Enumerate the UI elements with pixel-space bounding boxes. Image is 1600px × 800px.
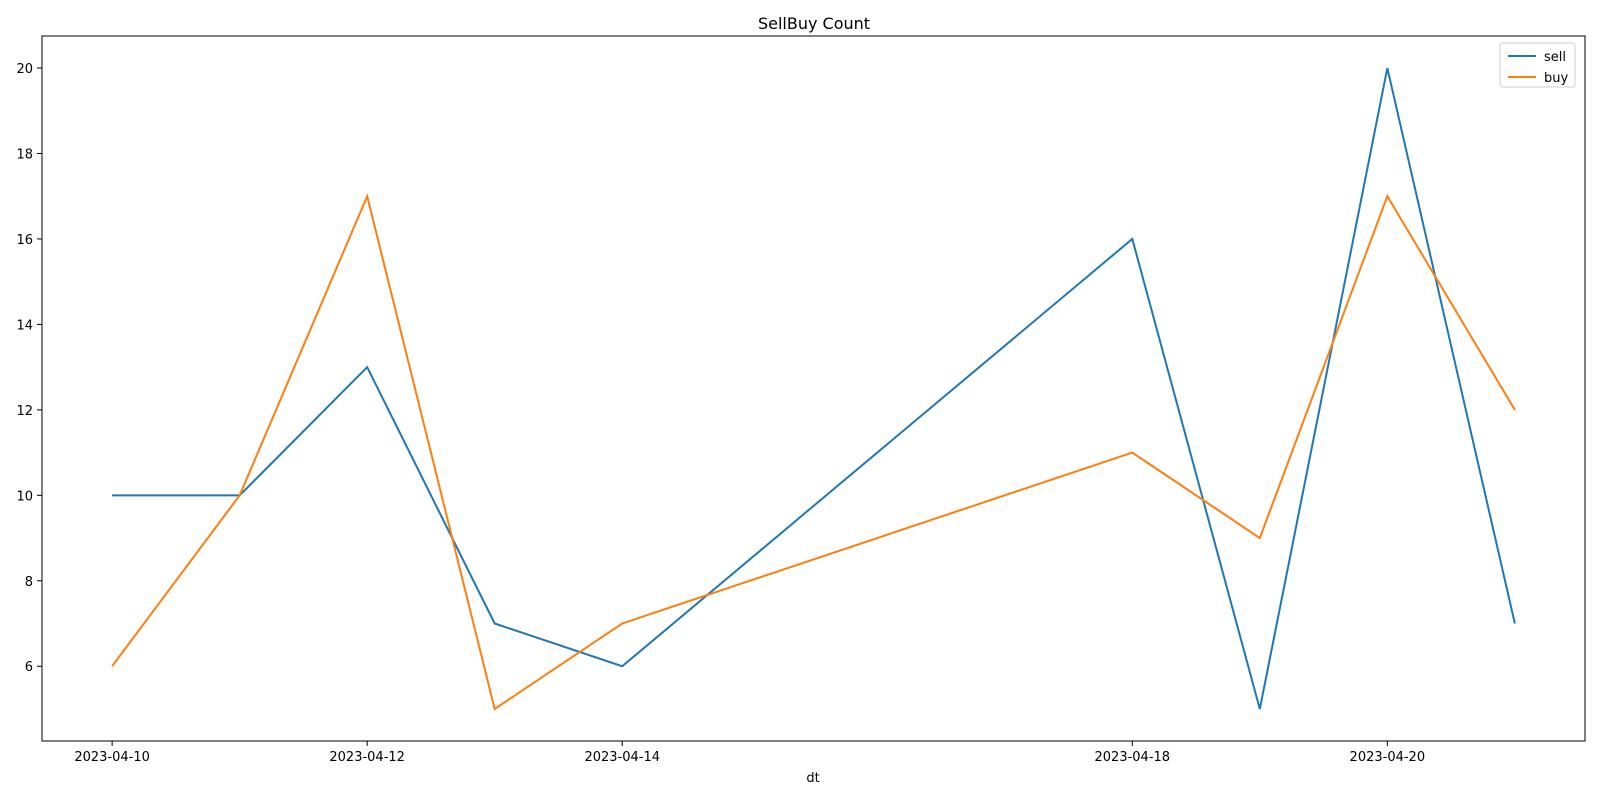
y-tick-label: 18 <box>16 148 33 163</box>
x-tick-label: 2023-04-14 <box>584 750 660 765</box>
x-tick-label: 2023-04-10 <box>74 750 150 765</box>
y-tick-label: 10 <box>16 489 33 504</box>
x-axis-label: dt <box>806 771 819 786</box>
y-tick-label: 6 <box>25 660 33 675</box>
legend: sell buy <box>1499 42 1576 88</box>
y-tick-label: 20 <box>16 62 33 77</box>
x-tick-label: 2023-04-20 <box>1350 750 1426 765</box>
plot-frame <box>41 35 1586 742</box>
chart-title: SellBuy Count <box>758 14 870 33</box>
plot-area <box>111 67 1516 711</box>
series-line-buy <box>111 193 1516 711</box>
series-line-sell <box>112 67 1516 710</box>
y-tick-label: 12 <box>16 404 33 419</box>
x-tick-label: 2023-04-12 <box>329 750 405 765</box>
y-tick-label: 8 <box>25 575 33 590</box>
y-tick-label: 16 <box>16 233 33 248</box>
legend-label-sell: sell <box>1544 50 1566 65</box>
y-tick-label: 14 <box>16 318 33 333</box>
legend-label-buy: buy <box>1544 71 1568 86</box>
x-tick-label: 2023-04-18 <box>1095 750 1171 765</box>
